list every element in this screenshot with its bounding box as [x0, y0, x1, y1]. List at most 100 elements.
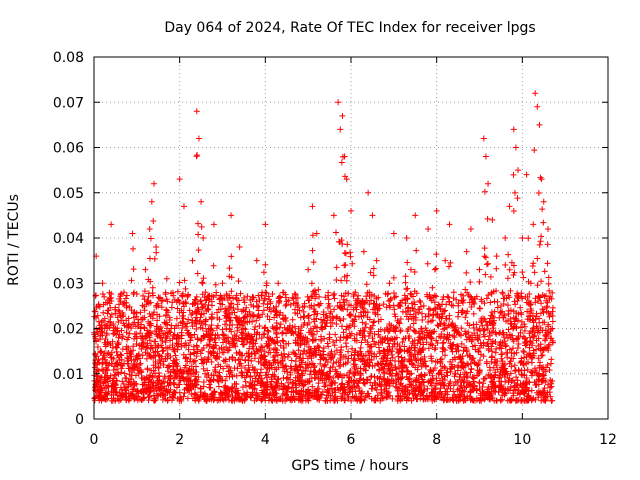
data-point: [545, 225, 552, 232]
data-point: [168, 304, 175, 311]
data-point: [210, 352, 217, 359]
data-point: [535, 190, 542, 197]
data-point: [403, 364, 410, 371]
data-point: [249, 378, 256, 385]
data-point: [519, 235, 526, 241]
data-point: [337, 337, 344, 344]
data-point: [102, 396, 109, 403]
data-point: [354, 351, 361, 358]
data-point: [112, 306, 119, 313]
data-point: [366, 316, 373, 323]
data-point: [432, 311, 439, 318]
data-point: [376, 350, 383, 357]
data-point: [292, 377, 299, 384]
data-point: [490, 325, 497, 332]
data-point: [530, 347, 537, 354]
data-point: [382, 352, 389, 359]
data-point: [371, 395, 378, 402]
data-point: [536, 121, 543, 128]
data-point: [116, 308, 123, 315]
data-point: [439, 340, 446, 347]
data-point: [278, 360, 285, 367]
data-point: [423, 329, 430, 336]
data-point: [191, 296, 198, 303]
data-point: [299, 350, 306, 357]
data-point: [264, 343, 271, 350]
data-point: [327, 317, 334, 324]
y-tick-label: 0.01: [53, 367, 84, 383]
data-point: [454, 342, 461, 349]
data-point: [346, 311, 353, 318]
data-point: [468, 304, 475, 311]
data-point: [219, 395, 226, 402]
data-point: [326, 334, 333, 341]
data-point: [506, 203, 513, 210]
data-point: [314, 310, 321, 317]
data-point: [375, 344, 382, 351]
data-point: [467, 381, 474, 388]
data-point: [265, 328, 272, 335]
data-point: [221, 384, 228, 391]
data-point: [534, 103, 541, 110]
data-point: [266, 316, 273, 323]
data-point: [148, 198, 155, 205]
data-point: [306, 329, 313, 336]
data-point: [358, 313, 365, 320]
data-point: [423, 339, 430, 346]
data-point: [105, 362, 112, 369]
data-point: [104, 372, 111, 379]
data-point: [119, 378, 126, 385]
data-point: [253, 257, 260, 264]
data-point: [373, 301, 380, 308]
data-point: [472, 334, 479, 341]
data-point: [501, 361, 508, 368]
data-point: [529, 396, 536, 403]
data-point: [216, 316, 223, 323]
data-point: [518, 397, 525, 404]
data-point: [429, 284, 436, 291]
data-point: [399, 339, 406, 346]
data-point: [374, 360, 381, 367]
data-point: [500, 295, 507, 302]
data-point: [301, 300, 308, 307]
data-point: [404, 368, 411, 375]
data-point: [133, 291, 140, 298]
data-point: [263, 374, 270, 381]
data-point: [193, 108, 200, 115]
data-point: [420, 388, 427, 395]
data-point: [191, 331, 198, 338]
data-point: [476, 266, 483, 273]
data-point: [270, 346, 277, 353]
data-point: [193, 153, 200, 160]
data-point: [230, 336, 237, 343]
data-point: [396, 365, 403, 372]
data-point: [387, 297, 394, 304]
data-point: [224, 296, 231, 303]
data-point: [443, 385, 450, 392]
data-point: [189, 257, 196, 264]
data-point: [230, 295, 237, 302]
data-point: [153, 244, 160, 251]
data-point: [174, 305, 181, 312]
data-point: [508, 349, 515, 356]
data-point: [514, 336, 521, 343]
data-point: [137, 330, 144, 337]
data-point: [141, 296, 148, 303]
data-point: [264, 386, 271, 393]
data-point: [234, 301, 241, 308]
data-point: [526, 334, 533, 341]
data-point: [178, 329, 185, 336]
data-point: [542, 332, 549, 339]
data-point: [333, 264, 340, 271]
data-point: [510, 208, 517, 215]
data-point: [258, 343, 265, 350]
data-point: [255, 307, 262, 314]
data-point: [413, 376, 420, 383]
data-point: [441, 347, 448, 354]
data-point: [308, 392, 315, 399]
data-point: [191, 395, 198, 402]
data-point: [407, 311, 414, 318]
data-point: [145, 379, 152, 386]
data-point: [514, 344, 521, 351]
data-point: [126, 322, 133, 329]
